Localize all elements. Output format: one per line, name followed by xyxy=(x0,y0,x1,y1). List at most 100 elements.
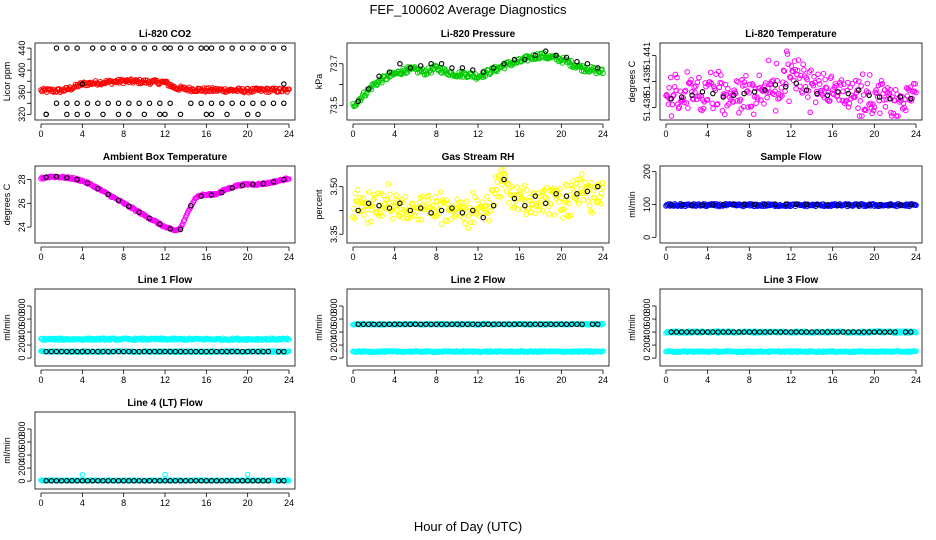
data-point xyxy=(448,216,454,223)
data-point xyxy=(58,478,65,484)
data-point xyxy=(696,74,702,81)
data-point xyxy=(542,194,549,201)
data-point xyxy=(79,471,86,478)
plot-frame xyxy=(34,288,296,367)
panel-6: Sample Flow 0 4 8 12 16 20 24 0 100 200 ml/min xyxy=(627,152,923,262)
data-point xyxy=(219,189,225,196)
data-point xyxy=(522,321,528,327)
data-point xyxy=(835,329,841,335)
data-point xyxy=(115,348,122,355)
data-point xyxy=(442,217,449,223)
data-point xyxy=(208,478,215,484)
data-point xyxy=(582,179,588,186)
data-point xyxy=(213,348,220,355)
data-point xyxy=(355,207,361,214)
data-point xyxy=(859,113,865,119)
x-tick-label: 8 xyxy=(434,129,439,139)
data-point xyxy=(689,88,695,95)
data-point xyxy=(844,87,850,94)
data-point xyxy=(222,186,228,192)
y-tick-label: 0 xyxy=(642,356,652,361)
series-2-5-min xyxy=(350,348,606,356)
data-point xyxy=(707,69,714,76)
x-tick-label: 12 xyxy=(160,129,170,139)
data-point xyxy=(48,478,55,484)
data-point xyxy=(772,201,779,207)
data-point xyxy=(402,321,408,327)
data-point xyxy=(213,478,220,484)
data-point xyxy=(503,188,510,194)
data-point xyxy=(244,348,251,355)
data-point xyxy=(79,81,86,87)
data-point xyxy=(710,105,716,112)
data-point xyxy=(275,478,282,484)
data-point xyxy=(470,321,476,327)
data-point xyxy=(720,201,727,208)
data-point xyxy=(110,478,117,484)
data-point xyxy=(208,45,215,51)
data-point xyxy=(751,89,758,95)
data-point xyxy=(913,348,919,355)
data-point xyxy=(437,189,444,195)
data-point xyxy=(64,45,70,51)
data-point xyxy=(665,101,672,107)
data-point xyxy=(167,45,173,51)
data-point xyxy=(244,111,251,118)
data-point xyxy=(887,96,893,102)
data-point xyxy=(869,110,875,117)
data-point xyxy=(772,82,779,88)
y-tick-label: 600 xyxy=(642,312,652,327)
data-point xyxy=(779,93,785,99)
data-point xyxy=(423,321,429,327)
data-point xyxy=(177,45,184,51)
panel-title: Line 3 Flow xyxy=(764,275,819,286)
data-point xyxy=(355,98,361,105)
x-tick-label: 8 xyxy=(121,498,126,508)
data-point xyxy=(772,108,779,114)
x-tick-label: 20 xyxy=(556,252,566,262)
data-point xyxy=(822,76,828,83)
x-tick-label: 0 xyxy=(663,375,668,385)
x-tick-label: 16 xyxy=(515,375,525,385)
series-2-hourly xyxy=(355,176,601,221)
data-point xyxy=(886,90,893,96)
data-point xyxy=(667,74,674,81)
data-point xyxy=(589,209,595,216)
x-tick-label: 16 xyxy=(828,129,838,139)
data-point xyxy=(208,111,215,118)
x-tick-label: 4 xyxy=(392,129,397,139)
panel-title: Line 2 Flow xyxy=(451,275,506,286)
series-2-hourly xyxy=(43,173,287,233)
data-point xyxy=(524,187,530,193)
data-point xyxy=(678,329,685,335)
data-point xyxy=(157,111,163,118)
x-tick-label: 4 xyxy=(705,252,710,262)
data-point xyxy=(512,192,519,198)
data-point xyxy=(694,79,701,86)
data-point xyxy=(177,226,184,233)
panel-title: Gas Stream RH xyxy=(442,152,515,163)
x-tick-label: 8 xyxy=(121,375,126,385)
data-point xyxy=(745,104,752,110)
data-point xyxy=(590,188,596,194)
data-point xyxy=(866,329,872,335)
series-3-hourly xyxy=(668,329,914,335)
data-point xyxy=(784,51,791,57)
data-point xyxy=(74,100,80,107)
data-point xyxy=(501,60,507,67)
data-point xyxy=(449,205,455,211)
series-1-5-min xyxy=(350,167,606,232)
data-point xyxy=(548,321,554,327)
data-point xyxy=(470,219,477,226)
data-point xyxy=(783,201,789,207)
data-point xyxy=(397,70,404,77)
data-point xyxy=(766,89,773,96)
data-point xyxy=(64,111,70,118)
data-point xyxy=(600,70,606,77)
y-axis-label: ml/min xyxy=(627,314,637,341)
data-point xyxy=(419,349,426,355)
data-point xyxy=(805,94,811,100)
x-tick-label: 12 xyxy=(473,129,483,139)
